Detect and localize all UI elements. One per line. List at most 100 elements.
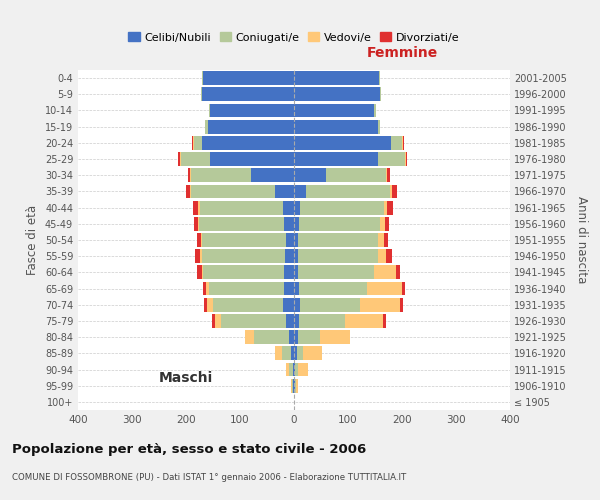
Bar (284, 217, 294, 230)
Bar (388, 200, 393, 214)
Bar (402, 136, 403, 149)
Bar (295, 379, 296, 392)
Bar (202, 71, 203, 85)
Bar (293, 362, 294, 376)
Bar (306, 184, 389, 198)
Bar (191, 168, 251, 182)
Bar (289, 330, 294, 344)
Bar (284, 266, 294, 280)
Bar (202, 136, 294, 149)
Bar (294, 200, 301, 214)
Bar (251, 168, 294, 182)
Bar (406, 152, 407, 166)
Bar (294, 88, 380, 101)
Bar (206, 282, 209, 296)
Bar (203, 266, 284, 280)
Bar (197, 266, 202, 280)
Bar (298, 330, 320, 344)
Bar (294, 250, 298, 263)
Bar (199, 217, 284, 230)
Bar (286, 314, 294, 328)
Bar (194, 217, 198, 230)
Bar (197, 233, 201, 247)
Bar (294, 168, 326, 182)
Bar (374, 266, 395, 280)
Bar (392, 184, 397, 198)
Bar (298, 362, 308, 376)
Bar (203, 282, 206, 296)
Bar (211, 104, 294, 118)
Bar (294, 314, 299, 328)
Bar (188, 168, 190, 182)
Bar (400, 298, 403, 312)
Bar (202, 250, 286, 263)
Bar (254, 330, 289, 344)
Bar (379, 71, 380, 85)
Bar (286, 233, 294, 247)
Bar (289, 362, 293, 376)
Bar (389, 184, 392, 198)
Bar (294, 120, 378, 134)
Bar (186, 184, 190, 198)
Bar (384, 200, 388, 214)
Bar (294, 217, 299, 230)
Bar (299, 217, 380, 230)
Bar (178, 152, 179, 166)
Bar (283, 200, 294, 214)
Bar (209, 104, 211, 118)
Bar (215, 314, 221, 328)
Y-axis label: Fasce di età: Fasce di età (26, 205, 39, 275)
Y-axis label: Anni di nascita: Anni di nascita (575, 196, 588, 284)
Bar (200, 250, 202, 263)
Bar (383, 233, 388, 247)
Bar (296, 346, 303, 360)
Bar (294, 184, 306, 198)
Bar (386, 250, 392, 263)
Bar (301, 298, 360, 312)
Bar (212, 314, 215, 328)
Bar (298, 233, 378, 247)
Bar (395, 266, 400, 280)
Bar (294, 362, 295, 376)
Bar (380, 88, 382, 101)
Bar (294, 233, 298, 247)
Bar (385, 217, 389, 230)
Text: Femmine: Femmine (367, 46, 437, 60)
Bar (275, 346, 281, 360)
Bar (213, 298, 283, 312)
Bar (203, 71, 294, 85)
Bar (403, 136, 404, 149)
Bar (209, 282, 284, 296)
Bar (378, 120, 380, 134)
Bar (295, 362, 298, 376)
Bar (281, 346, 292, 360)
Bar (190, 184, 191, 198)
Bar (199, 200, 283, 214)
Bar (299, 314, 346, 328)
Bar (360, 298, 400, 312)
Bar (294, 71, 379, 85)
Bar (378, 152, 404, 166)
Bar (294, 136, 391, 149)
Bar (383, 314, 386, 328)
Bar (208, 120, 294, 134)
Bar (193, 136, 194, 149)
Bar (292, 346, 294, 360)
Bar (286, 250, 294, 263)
Bar (201, 233, 202, 247)
Bar (294, 104, 374, 118)
Bar (301, 200, 384, 214)
Bar (284, 282, 294, 296)
Bar (211, 152, 294, 166)
Bar (378, 250, 386, 263)
Legend: Celibi/Nubili, Coniugati/e, Vedovi/e, Divorziati/e: Celibi/Nubili, Coniugati/e, Vedovi/e, Di… (124, 28, 464, 47)
Bar (181, 152, 211, 166)
Bar (192, 136, 193, 149)
Bar (292, 379, 293, 392)
Bar (294, 266, 298, 280)
Bar (202, 233, 286, 247)
Bar (320, 330, 350, 344)
Bar (386, 168, 388, 182)
Bar (296, 379, 298, 392)
Bar (388, 168, 390, 182)
